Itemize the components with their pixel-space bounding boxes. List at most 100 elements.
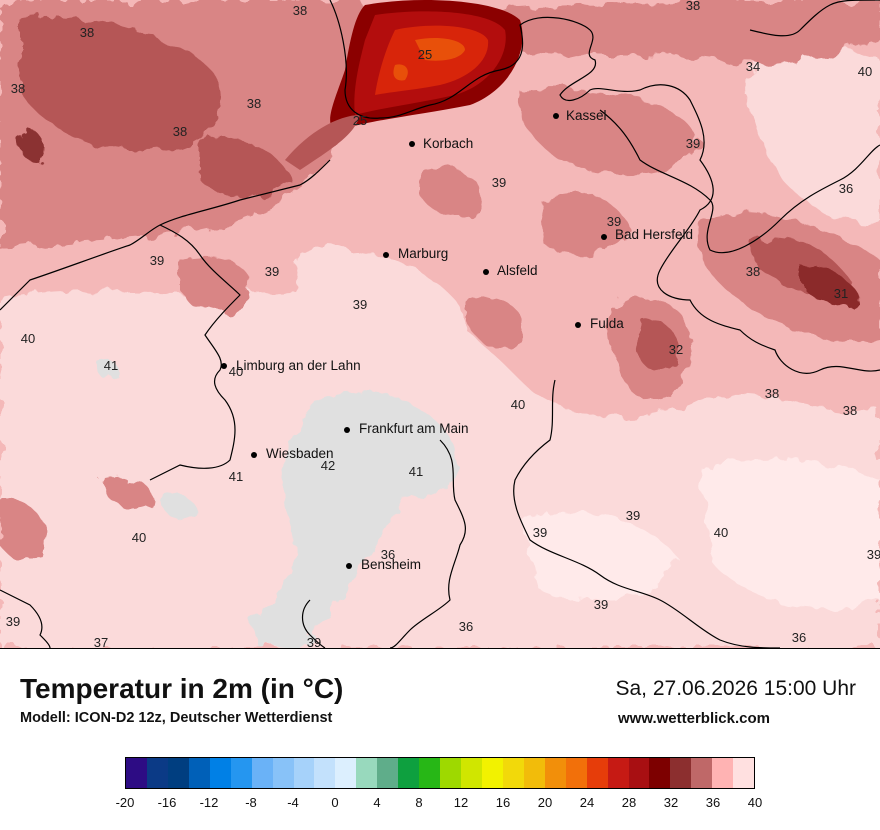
legend-tick-label: 36: [705, 795, 721, 810]
value-label: 25: [353, 113, 367, 128]
value-label: 40: [714, 525, 728, 540]
value-label: 42: [321, 458, 335, 473]
value-label: 39: [6, 614, 20, 629]
city-korbach[interactable]: Korbach: [409, 136, 473, 151]
value-label: 36: [381, 547, 395, 562]
city-label: Alsfeld: [497, 263, 538, 278]
legend-swatch: [230, 758, 252, 788]
legend-tick-label: 24: [579, 795, 595, 810]
legend-swatch: [565, 758, 587, 788]
value-label: 39: [492, 175, 506, 190]
value-label: 39: [607, 214, 621, 229]
legend-tick-label: 20: [537, 795, 553, 810]
city-label: Frankfurt am Main: [359, 421, 469, 436]
value-label: 38: [293, 3, 307, 18]
value-label: 39: [867, 547, 880, 562]
temperature-shading: [0, 0, 880, 648]
city-label: Bad Hersfeld: [615, 227, 693, 242]
value-label: 25: [418, 47, 432, 62]
city-marburg[interactable]: Marburg: [383, 246, 448, 261]
model-info: Modell: ICON-D2 12z, Deutscher Wetterdie…: [20, 710, 333, 726]
city-fulda[interactable]: Fulda: [575, 316, 624, 331]
value-label: 39: [533, 525, 547, 540]
legend-swatch: [167, 758, 189, 788]
city-bensheim[interactable]: Bensheim: [346, 557, 421, 572]
legend-swatch: [419, 758, 441, 788]
legend-swatch: [544, 758, 566, 788]
city-alsfeld[interactable]: Alsfeld: [483, 263, 538, 278]
legend-swatch: [649, 758, 671, 788]
legend-swatch: [209, 758, 231, 788]
legend-swatch: [607, 758, 629, 788]
value-label: 40: [858, 64, 872, 79]
legend-swatch: [335, 758, 357, 788]
temperature-map: Kassel Korbach Bad Hersfeld Marburg Alsf…: [0, 0, 880, 649]
city-label: Fulda: [590, 316, 624, 331]
legend-swatch: [712, 758, 734, 788]
value-label: 39: [265, 264, 279, 279]
value-label-top: 38: [686, 0, 700, 13]
legend-tick-label: -20: [115, 795, 135, 810]
map-footer: [0, 649, 880, 830]
city-label: Kassel: [566, 108, 607, 123]
legend-swatch: [398, 758, 420, 788]
legend-swatch: [586, 758, 608, 788]
value-label: 38: [247, 96, 261, 111]
legend-swatch: [356, 758, 378, 788]
legend-swatch: [251, 758, 273, 788]
website-link[interactable]: www.wetterblick.com: [618, 710, 770, 727]
value-label: 40: [132, 530, 146, 545]
city-kassel[interactable]: Kassel: [553, 108, 607, 123]
color-legend-ticks: -20 -16 -12 -8 -4 0 4 8 12 16 20 24 28 32 36 40: [116, 795, 763, 815]
legend-tick-label: -4: [287, 795, 299, 810]
legend-tick-label: 40: [747, 795, 763, 810]
value-label: 39: [150, 253, 164, 268]
value-label: 38: [765, 386, 779, 401]
value-label: 31: [834, 286, 848, 301]
city-wiesbaden[interactable]: Wiesbaden: [251, 446, 334, 461]
value-label: 36: [459, 619, 473, 634]
value-label: 41: [229, 469, 243, 484]
city-label: Wiesbaden: [266, 446, 334, 461]
value-label: 38: [80, 25, 94, 40]
city-label: Marburg: [398, 246, 448, 261]
value-label: 36: [792, 630, 806, 645]
value-label: 32: [669, 342, 683, 357]
legend-swatch: [377, 758, 399, 788]
value-label: 38: [746, 264, 760, 279]
value-label: 38: [843, 403, 857, 418]
value-label: 38: [173, 124, 187, 139]
legend-swatch: [670, 758, 692, 788]
value-label: 41: [409, 464, 423, 479]
legend-tick-label: 12: [453, 795, 469, 810]
legend-tick-label: 32: [663, 795, 679, 810]
city-label: Korbach: [423, 136, 473, 151]
city-bad-hersfeld[interactable]: Bad Hersfeld: [601, 227, 693, 242]
legend-tick-label: 0: [331, 795, 339, 810]
legend-tick-label: 8: [415, 795, 423, 810]
value-label: 41: [104, 358, 118, 373]
forecast-datetime: Sa, 27.06.2026 15:00 Uhr: [615, 677, 856, 700]
legend-swatch: [691, 758, 713, 788]
value-label: 39: [594, 597, 608, 612]
legend-swatch: [314, 758, 336, 788]
value-label: 38: [11, 81, 25, 96]
legend-swatch: [440, 758, 461, 788]
legend-tick-label: -12: [199, 795, 219, 810]
legend-tick-label: -8: [245, 795, 257, 810]
legend-swatch: [146, 758, 168, 788]
city-limburg[interactable]: Limburg an der Lahn: [221, 358, 361, 373]
city-frankfurt[interactable]: Frankfurt am Main: [344, 421, 469, 436]
legend-tick-label: 28: [621, 795, 637, 810]
legend-swatch: [523, 758, 545, 788]
state-borders: [0, 0, 880, 648]
legend-tick-label: 16: [495, 795, 511, 810]
hot-spot-upland: [285, 0, 523, 170]
map-canvas: Kassel Korbach Bad Hersfeld Marburg Alsf…: [0, 0, 880, 648]
legend-tick-label: 4: [373, 795, 381, 810]
legend-swatch: [481, 758, 503, 788]
city-label: Limburg an der Lahn: [236, 358, 361, 373]
legend-swatch: [293, 758, 315, 788]
value-label: 37: [94, 635, 108, 648]
temperature-values: 38 38 38 38 38 34 40 25 25 39 36 39 39 3…: [6, 3, 880, 648]
